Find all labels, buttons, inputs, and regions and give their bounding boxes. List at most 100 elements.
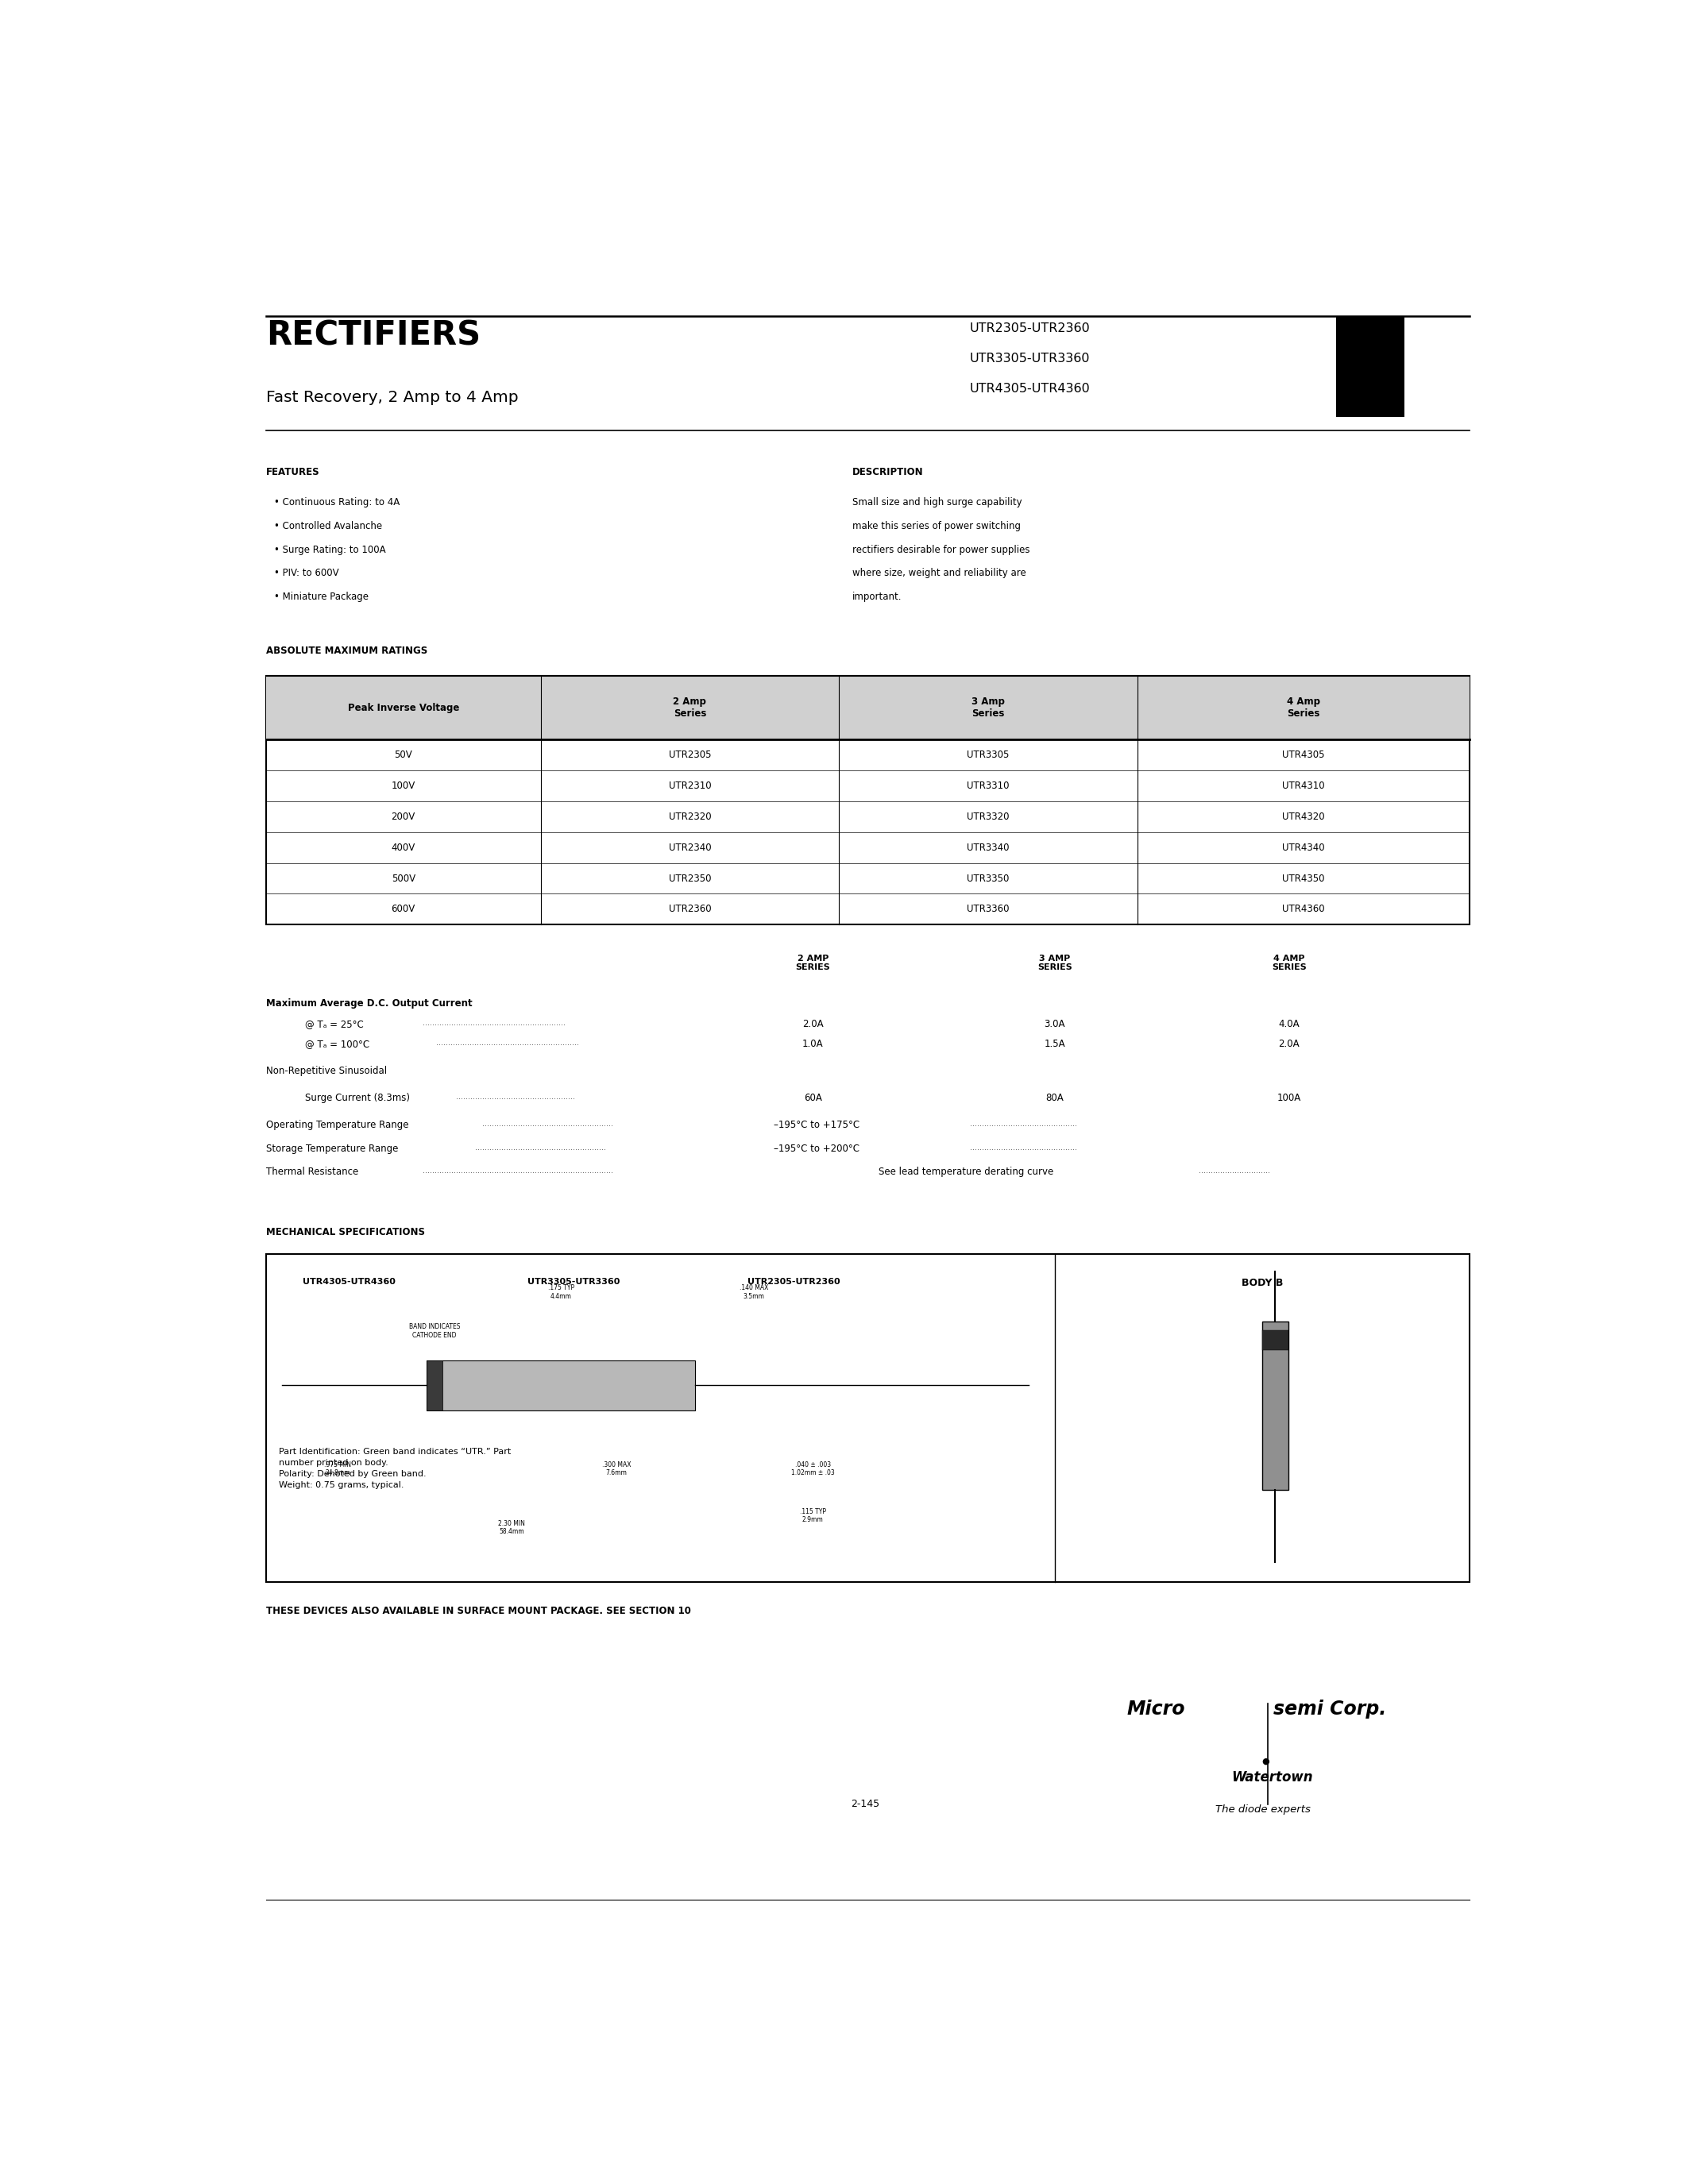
Text: 80A: 80A [1047,1092,1063,1103]
Text: 2.30 MIN
58.4mm: 2.30 MIN 58.4mm [498,1520,525,1535]
Bar [267,1254,1470,1581]
Text: 3.0A: 3.0A [1045,1020,1065,1029]
Bar [427,1361,695,1411]
Bar [1337,317,1404,417]
Text: Non-Repetitive Sinusoidal: Non-Repetitive Sinusoidal [267,1066,387,1077]
Text: important.: important. [852,592,901,603]
Text: Storage Temperature Range: Storage Temperature Range [267,1142,398,1153]
Text: .............................................: ........................................… [969,1120,1077,1127]
Bar [267,675,1470,740]
Text: UTR4305-UTR4360: UTR4305-UTR4360 [302,1278,395,1286]
Text: BAND INDICATES
CATHODE END: BAND INDICATES CATHODE END [408,1324,461,1339]
Text: ............................................................: ........................................… [436,1040,579,1046]
Text: • PIV: to 600V: • PIV: to 600V [273,568,339,579]
Text: semi Corp.: semi Corp. [1273,1699,1386,1719]
Text: MECHANICAL SPECIFICATIONS: MECHANICAL SPECIFICATIONS [267,1227,425,1238]
Text: UTR3340: UTR3340 [967,843,1009,852]
Text: Operating Temperature Range: Operating Temperature Range [267,1120,408,1129]
Text: UTR3350: UTR3350 [967,874,1009,885]
Text: 4 AMP
SERIES: 4 AMP SERIES [1271,954,1307,972]
Text: 2.0A: 2.0A [802,1020,824,1029]
Text: ..................................................: ........................................… [456,1092,576,1101]
Text: Fast Recovery, 2 Amp to 4 Amp: Fast Recovery, 2 Amp to 4 Amp [267,391,518,404]
Text: 2 Amp
Series: 2 Amp Series [674,697,707,719]
Text: UTR4305-UTR4360: UTR4305-UTR4360 [969,382,1090,395]
Text: UTR4310: UTR4310 [1283,780,1325,791]
Text: See lead temperature derating curve: See lead temperature derating curve [878,1166,1053,1177]
Text: THESE DEVICES ALSO AVAILABLE IN SURFACE MOUNT PACKAGE. SEE SECTION 10: THESE DEVICES ALSO AVAILABLE IN SURFACE … [267,1605,690,1616]
Text: • Continuous Rating: to 4A: • Continuous Rating: to 4A [273,498,400,509]
Text: FEATURES: FEATURES [267,467,319,478]
Text: –195°C to +200°C: –195°C to +200°C [773,1142,859,1153]
Text: ABSOLUTE MAXIMUM RATINGS: ABSOLUTE MAXIMUM RATINGS [267,646,427,655]
Text: • Controlled Avalanche: • Controlled Avalanche [273,522,381,531]
Bar [1263,1321,1288,1489]
Text: .300 MAX
7.6mm: .300 MAX 7.6mm [603,1461,631,1476]
Text: make this series of power switching: make this series of power switching [852,522,1021,531]
Text: UTR2320: UTR2320 [668,812,711,821]
Text: ................................................................................: ........................................… [424,1166,613,1175]
Text: ..............................: .............................. [1198,1166,1269,1175]
Text: UTR4350: UTR4350 [1283,874,1325,885]
Text: where size, weight and reliability are: where size, weight and reliability are [852,568,1026,579]
Text: 100V: 100V [392,780,415,791]
Text: 1.5A: 1.5A [1045,1040,1065,1048]
Text: • Miniature Package: • Miniature Package [273,592,368,603]
Text: UTR3305-UTR3360: UTR3305-UTR3360 [969,354,1090,365]
Text: .175 TYP
4.4mm: .175 TYP 4.4mm [549,1284,574,1299]
Text: UTR4305: UTR4305 [1283,749,1325,760]
Text: UTR2305-UTR2360: UTR2305-UTR2360 [748,1278,841,1286]
Text: BODY B: BODY B [1241,1278,1283,1289]
Text: 4.0A: 4.0A [1278,1020,1300,1029]
Text: Thermal Resistance: Thermal Resistance [267,1166,358,1177]
Text: UTR3360: UTR3360 [967,904,1009,915]
Text: The diode experts: The diode experts [1215,1804,1312,1815]
Text: 2: 2 [1361,354,1379,380]
Text: Part Identification: Green band indicates “UTR.” Part
number printed on body.
Po: Part Identification: Green band indicate… [279,1448,511,1489]
Text: • Surge Rating: to 100A: • Surge Rating: to 100A [273,544,385,555]
Text: 3 Amp
Series: 3 Amp Series [971,697,1004,719]
Text: 60A: 60A [803,1092,822,1103]
Text: UTR2305: UTR2305 [668,749,711,760]
Text: Surge Current (8.3ms): Surge Current (8.3ms) [306,1092,410,1103]
Text: 3 AMP
SERIES: 3 AMP SERIES [1038,954,1072,972]
Text: –195°C to +175°C: –195°C to +175°C [773,1120,859,1129]
Text: 100A: 100A [1276,1092,1301,1103]
Text: UTR3320: UTR3320 [967,812,1009,821]
Text: UTR2360: UTR2360 [668,904,711,915]
Text: .975 MIN
24.8mm: .975 MIN 24.8mm [324,1461,351,1476]
Text: Peak Inverse Voltage: Peak Inverse Voltage [348,703,459,712]
Text: UTR3310: UTR3310 [967,780,1009,791]
Text: ●: ● [1261,1758,1269,1765]
Text: UTR3305: UTR3305 [967,749,1009,760]
Text: @ Tₐ = 25°C: @ Tₐ = 25°C [306,1020,365,1029]
Text: 500V: 500V [392,874,415,885]
Bar [427,1361,442,1411]
Text: .140 MAX
3.5mm: .140 MAX 3.5mm [739,1284,768,1299]
Text: ............................................................: ........................................… [424,1020,565,1026]
Text: Small size and high surge capability: Small size and high surge capability [852,498,1021,509]
Text: UTR3305-UTR3360: UTR3305-UTR3360 [528,1278,619,1286]
Text: DESCRIPTION: DESCRIPTION [852,467,923,478]
Text: rectifiers desirable for power supplies: rectifiers desirable for power supplies [852,544,1030,555]
Text: Micro: Micro [1128,1699,1185,1719]
Text: 400V: 400V [392,843,415,852]
Text: 4 Amp
Series: 4 Amp Series [1286,697,1320,719]
Text: UTR4360: UTR4360 [1283,904,1325,915]
Text: .040 ± .003
1.02mm ± .03: .040 ± .003 1.02mm ± .03 [792,1461,834,1476]
Text: UTR4340: UTR4340 [1283,843,1325,852]
Text: @ Tₐ = 100°C: @ Tₐ = 100°C [306,1040,370,1048]
Text: 2-145: 2-145 [851,1800,879,1811]
Text: Watertown: Watertown [1231,1771,1313,1784]
Bar [1263,1330,1288,1350]
Text: UTR2305-UTR2360: UTR2305-UTR2360 [969,323,1090,334]
Text: UTR2310: UTR2310 [668,780,711,791]
Text: RECTIFIERS: RECTIFIERS [267,319,481,352]
Text: 50V: 50V [395,749,412,760]
Text: 600V: 600V [392,904,415,915]
Text: UTR2350: UTR2350 [668,874,711,885]
Text: .............................................: ........................................… [969,1142,1077,1151]
Text: 2.0A: 2.0A [1278,1040,1300,1048]
Text: .......................................................: ........................................… [481,1120,613,1127]
Text: UTR4320: UTR4320 [1283,812,1325,821]
